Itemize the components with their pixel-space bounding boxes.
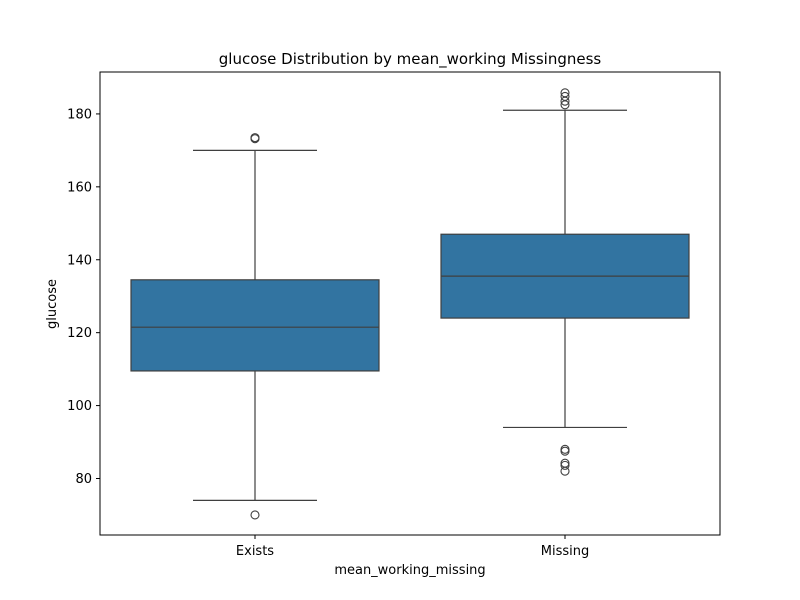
y-tick-label: 80 bbox=[75, 472, 92, 487]
x-tick-label: Exists bbox=[236, 544, 274, 559]
box-group-missing bbox=[440, 88, 690, 476]
outlier-point bbox=[560, 466, 570, 476]
y-tick-label: 140 bbox=[67, 253, 92, 268]
outlier-point bbox=[560, 446, 570, 456]
y-tick-label: 160 bbox=[67, 180, 92, 195]
x-axis-label: mean_working_missing bbox=[334, 563, 485, 578]
y-tick-label: 180 bbox=[67, 107, 92, 122]
y-axis-label: glucose bbox=[45, 279, 60, 329]
outlier-point bbox=[250, 133, 260, 143]
chart-title: glucose Distribution by mean_working Mis… bbox=[219, 50, 602, 69]
axes-frame bbox=[99, 71, 721, 536]
outlier-point bbox=[560, 460, 570, 470]
outlier-point bbox=[560, 91, 570, 101]
x-tick-label: Missing bbox=[541, 544, 589, 559]
plot-area: 80 100 120 140 160 180 Exists Missing bbox=[67, 71, 721, 559]
y-tick-label: 120 bbox=[67, 326, 92, 341]
y-tick-label: 100 bbox=[67, 399, 92, 414]
outlier-point bbox=[560, 444, 570, 454]
box-group-exists bbox=[130, 133, 380, 520]
iqr-box bbox=[130, 279, 380, 372]
outlier-point bbox=[250, 510, 260, 520]
outlier-point bbox=[560, 88, 570, 98]
